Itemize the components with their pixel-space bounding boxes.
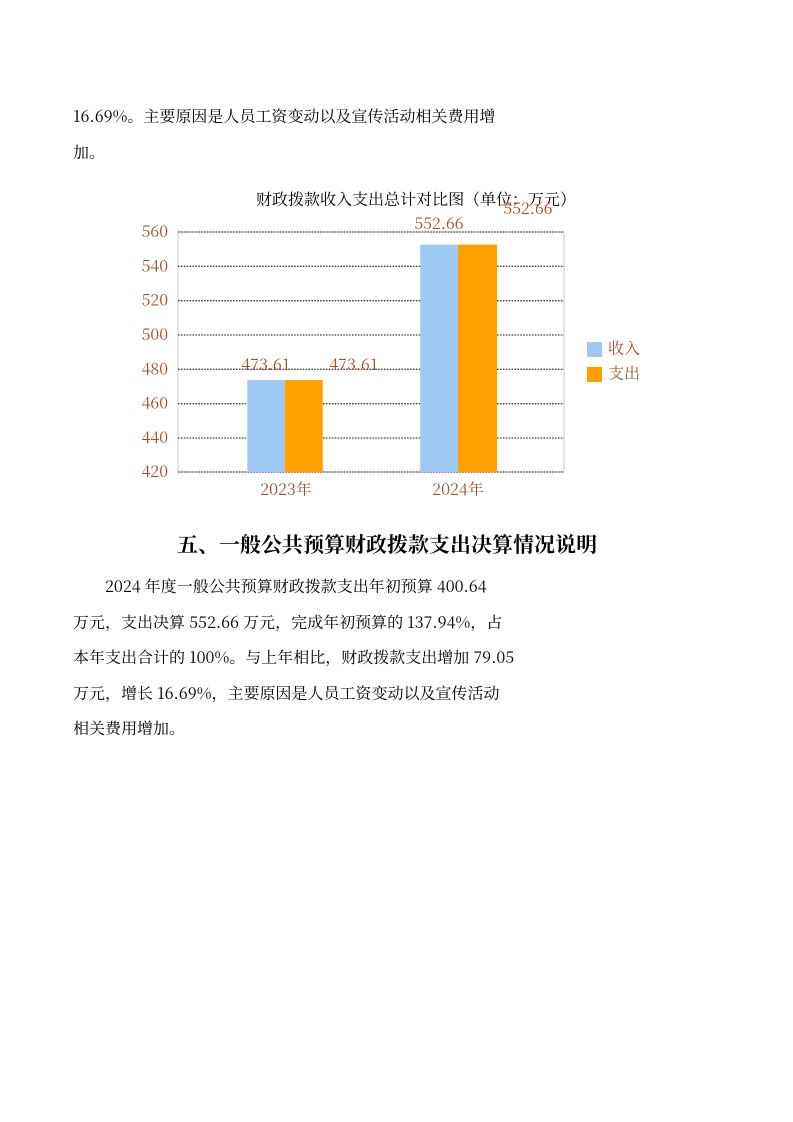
svg-text:2024年: 2024年 [432, 477, 484, 500]
svg-text:560: 560 [142, 219, 169, 242]
svg-text:收入: 收入 [608, 336, 640, 359]
svg-text:540: 540 [142, 253, 169, 276]
svg-text:460: 460 [142, 391, 169, 414]
svg-text:520: 520 [142, 288, 169, 311]
svg-text:420: 420 [142, 459, 169, 482]
svg-text:473.61: 473.61 [241, 352, 290, 375]
svg-text:500: 500 [142, 322, 169, 345]
svg-text:440: 440 [142, 425, 169, 448]
svg-text:480: 480 [142, 356, 169, 379]
svg-text:552.66: 552.66 [414, 211, 463, 234]
svg-text:473.61: 473.61 [329, 352, 378, 375]
svg-text:2023年: 2023年 [260, 477, 312, 500]
svg-text:支出: 支出 [608, 361, 640, 384]
svg-text:552.66: 552.66 [503, 196, 552, 219]
